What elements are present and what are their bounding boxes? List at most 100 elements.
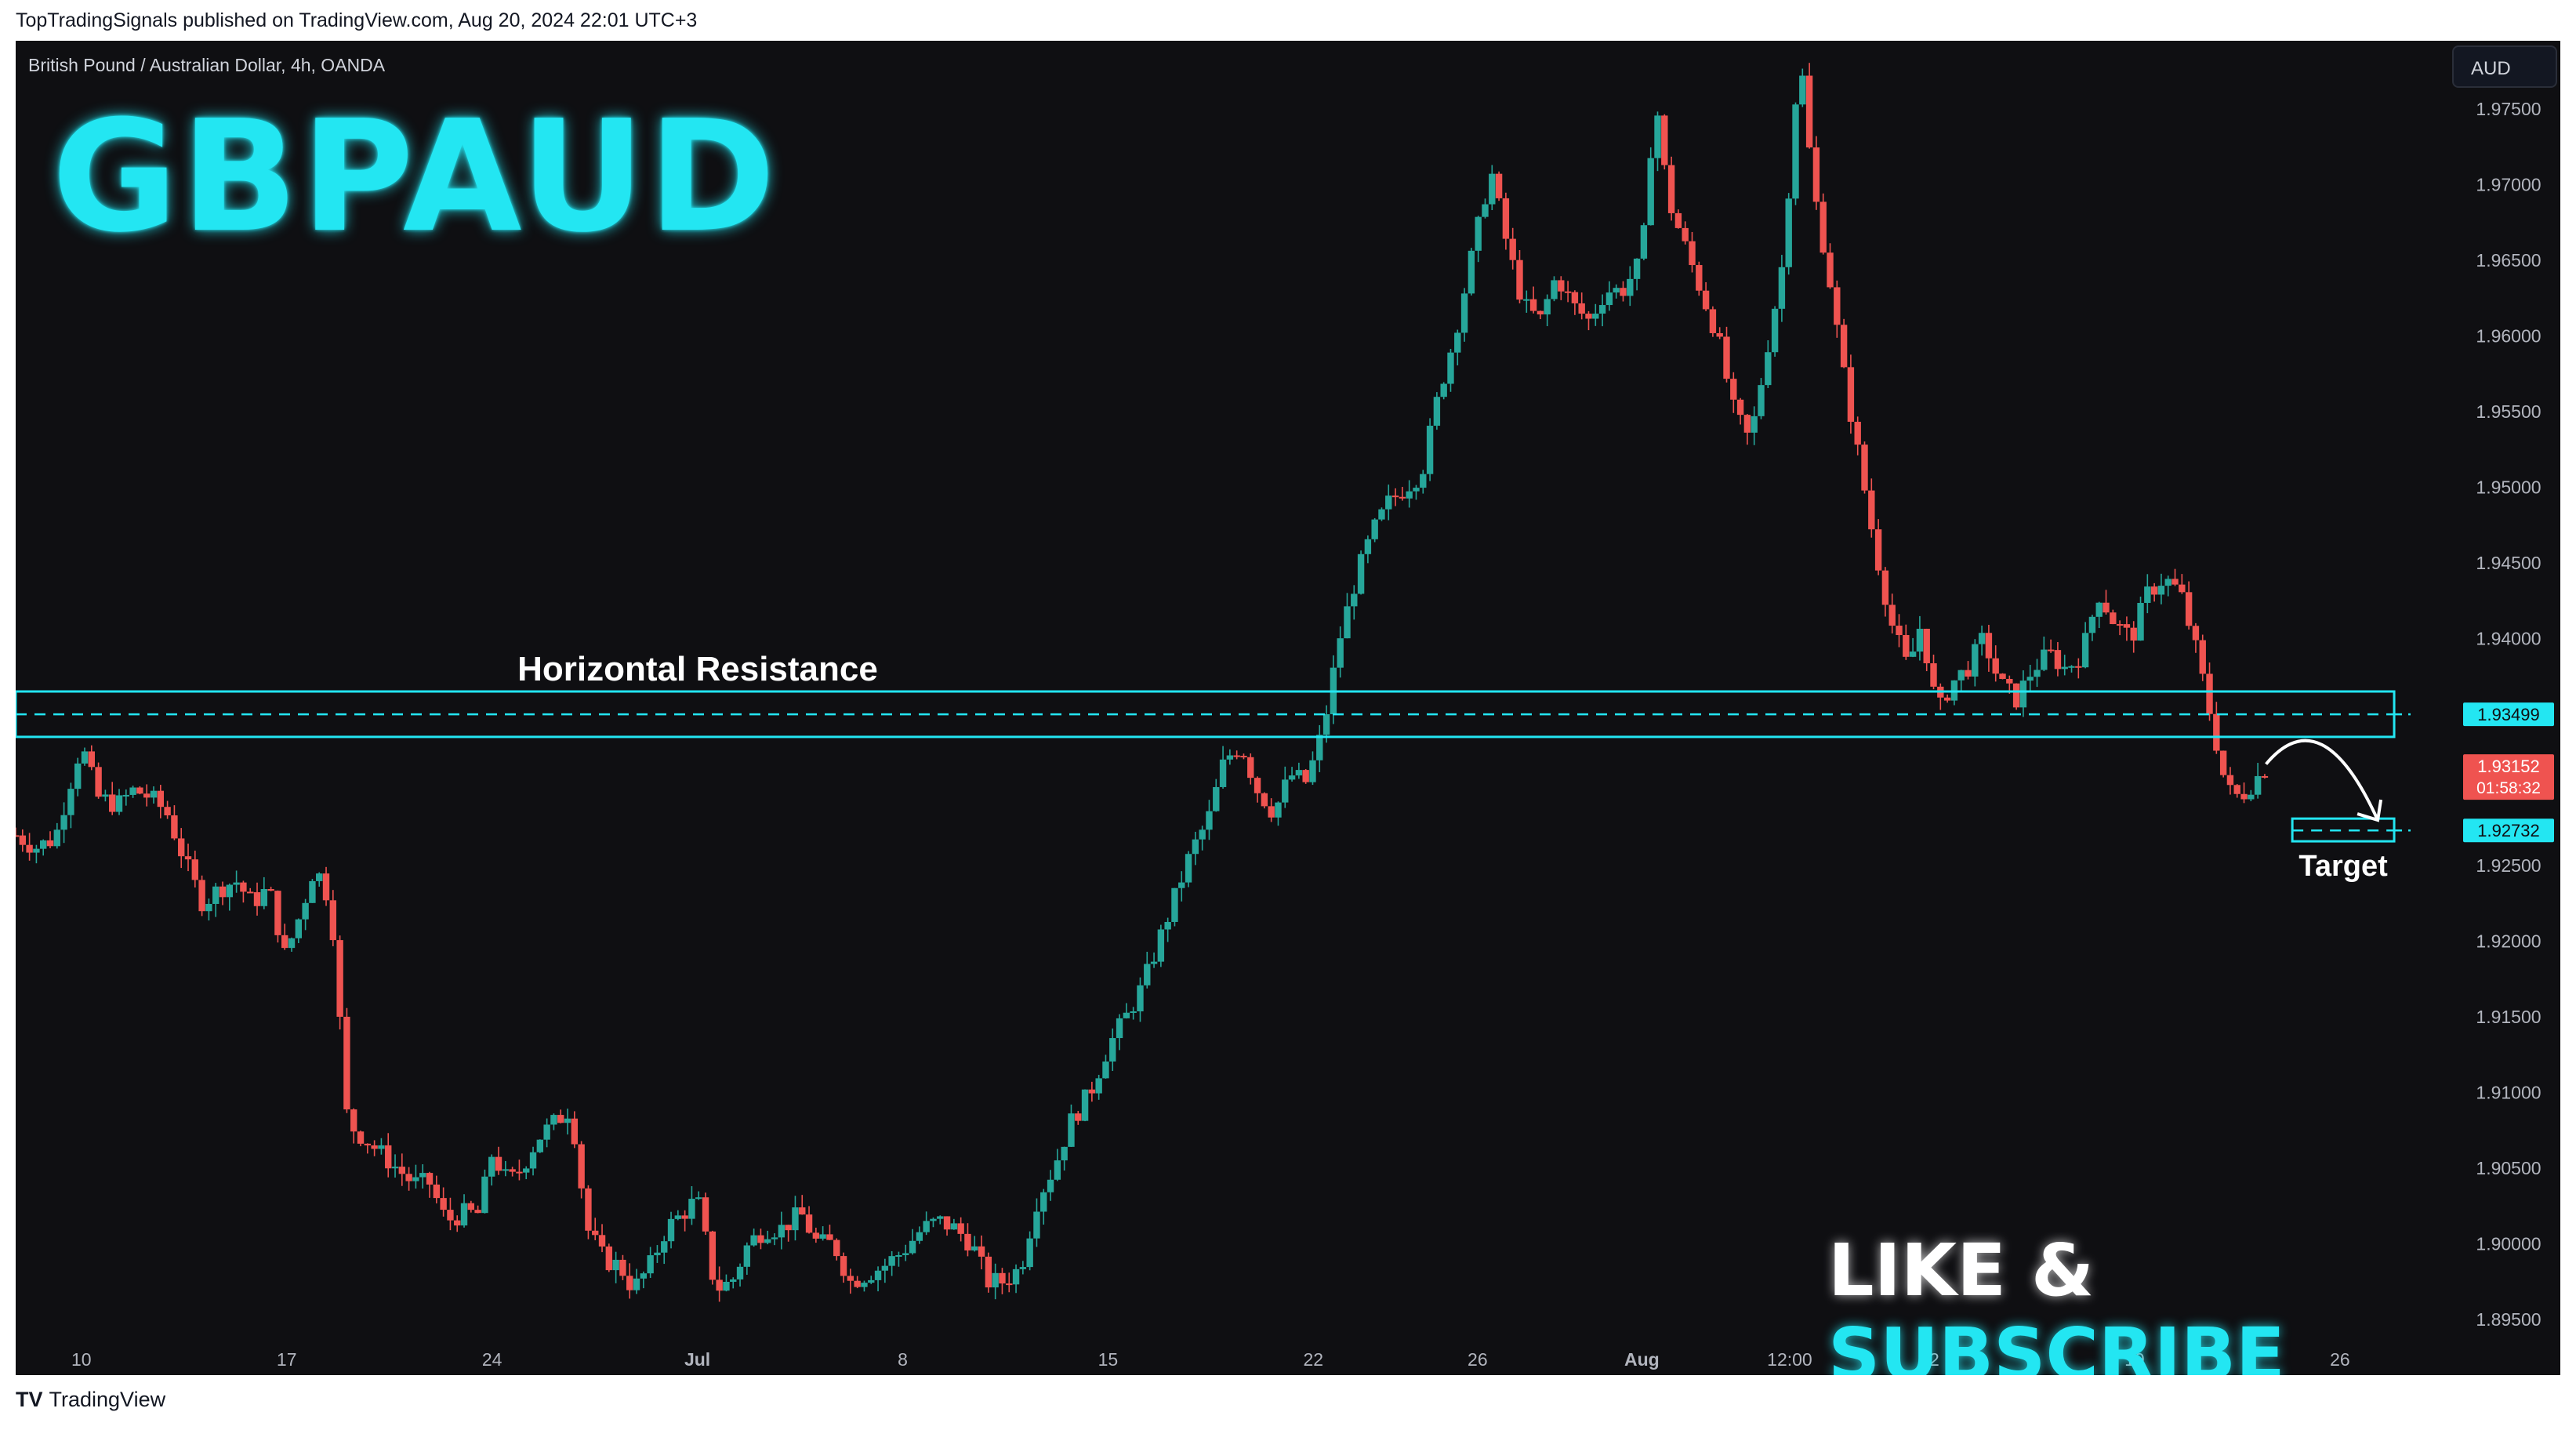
candle-body	[1185, 854, 1192, 883]
candle	[1840, 318, 1848, 368]
candle-body	[1516, 260, 1523, 300]
candle-body	[46, 840, 54, 847]
candle-body	[1088, 1089, 1096, 1094]
candle	[633, 1268, 640, 1294]
candle-body	[1723, 336, 1730, 379]
candle	[1426, 418, 1434, 481]
candle	[564, 1109, 571, 1135]
candle-body	[909, 1240, 916, 1254]
candle-body	[523, 1168, 530, 1173]
candle-body	[681, 1215, 688, 1219]
candle	[233, 870, 240, 893]
candle-body	[1171, 887, 1178, 922]
candle	[1495, 171, 1503, 201]
candle-body	[253, 892, 261, 906]
candle-body	[122, 794, 130, 797]
candle	[1406, 480, 1413, 508]
candle-body	[371, 1145, 378, 1149]
price-axis: 1.97500 1.97000 1.96500 1.96000 1.95500 1.950…	[2411, 41, 2560, 1375]
candle-body	[743, 1245, 751, 1267]
candle	[302, 898, 309, 931]
candle-body	[1571, 292, 1579, 303]
candle-body	[136, 787, 143, 794]
candle	[799, 1195, 806, 1215]
candle-body	[1868, 490, 1875, 530]
candle	[1805, 63, 1813, 149]
candle-body	[2061, 666, 2068, 670]
candle	[667, 1211, 675, 1249]
candle	[1206, 800, 1213, 840]
candle	[253, 882, 261, 916]
candle-body	[1116, 1018, 1123, 1039]
candle	[2233, 784, 2240, 798]
candle-body	[1012, 1268, 1020, 1285]
candle	[398, 1153, 406, 1186]
candle-body	[764, 1239, 771, 1243]
candle-body	[1812, 147, 1820, 202]
candle-body	[398, 1167, 406, 1174]
candle	[1144, 952, 1151, 989]
candle-body	[474, 1210, 481, 1214]
candle	[1095, 1074, 1102, 1100]
candle	[488, 1154, 495, 1186]
y-tick-label: 1.92500	[2476, 855, 2541, 876]
candle-body	[750, 1235, 757, 1246]
candle-body	[688, 1199, 695, 1219]
candle	[1351, 585, 1358, 620]
candle-body	[1999, 673, 2006, 679]
candle	[109, 782, 116, 815]
chart-pane[interactable]: Horizontal Resistance Target 1.97500 1.970…	[16, 41, 2560, 1375]
candle-body	[1371, 519, 1378, 539]
candle-body	[350, 1109, 357, 1132]
candle-body	[633, 1278, 640, 1290]
candle	[550, 1113, 557, 1131]
candle	[2123, 616, 2131, 641]
currency-button[interactable]: AUD	[2452, 45, 2557, 88]
y-tick-label: 1.96000	[2476, 325, 2541, 346]
candle	[1171, 887, 1178, 927]
candle-body	[1633, 258, 1641, 279]
candle	[1930, 654, 1937, 690]
candle	[661, 1236, 668, 1265]
candle	[992, 1263, 999, 1300]
candle-body	[605, 1246, 613, 1271]
candle-body	[1433, 397, 1441, 426]
candle	[19, 829, 27, 852]
candle-body	[881, 1265, 889, 1271]
candle-body	[598, 1235, 606, 1247]
y-tick-label: 1.91500	[2476, 1007, 2541, 1027]
candle	[930, 1217, 937, 1228]
candle	[1213, 779, 1220, 812]
candle-body	[1095, 1078, 1102, 1094]
candle-body	[578, 1144, 585, 1189]
candle-body	[557, 1115, 564, 1123]
candle-body	[164, 807, 171, 816]
candle	[171, 805, 178, 840]
candle-body	[1440, 383, 1447, 397]
candle-body	[2144, 586, 2151, 604]
candle	[1709, 306, 1717, 337]
candle	[1460, 288, 1468, 342]
candle-body	[1391, 495, 1399, 498]
candle-body	[516, 1171, 523, 1174]
candle	[136, 786, 143, 795]
candle	[971, 1236, 978, 1252]
candle	[1054, 1149, 1061, 1181]
candle	[1723, 326, 1730, 383]
candle-body	[1943, 697, 1951, 701]
candle	[502, 1160, 510, 1177]
candle	[688, 1185, 695, 1225]
candle	[578, 1141, 585, 1199]
candle	[2047, 639, 2055, 653]
y-tick-label: 1.97000	[2476, 174, 2541, 194]
footer-branding[interactable]: TV TradingView	[16, 1388, 165, 1412]
candle	[1199, 826, 1206, 851]
candle	[529, 1146, 537, 1176]
candle-body	[1261, 793, 1268, 807]
candle-body	[1054, 1160, 1061, 1180]
candle-body	[2192, 626, 2200, 641]
price-chart[interactable]: Horizontal Resistance Target 1.97500 1.970…	[16, 41, 2560, 1375]
candle	[1620, 281, 1627, 302]
candle-body	[1068, 1113, 1075, 1147]
candle-body	[1337, 638, 1344, 668]
